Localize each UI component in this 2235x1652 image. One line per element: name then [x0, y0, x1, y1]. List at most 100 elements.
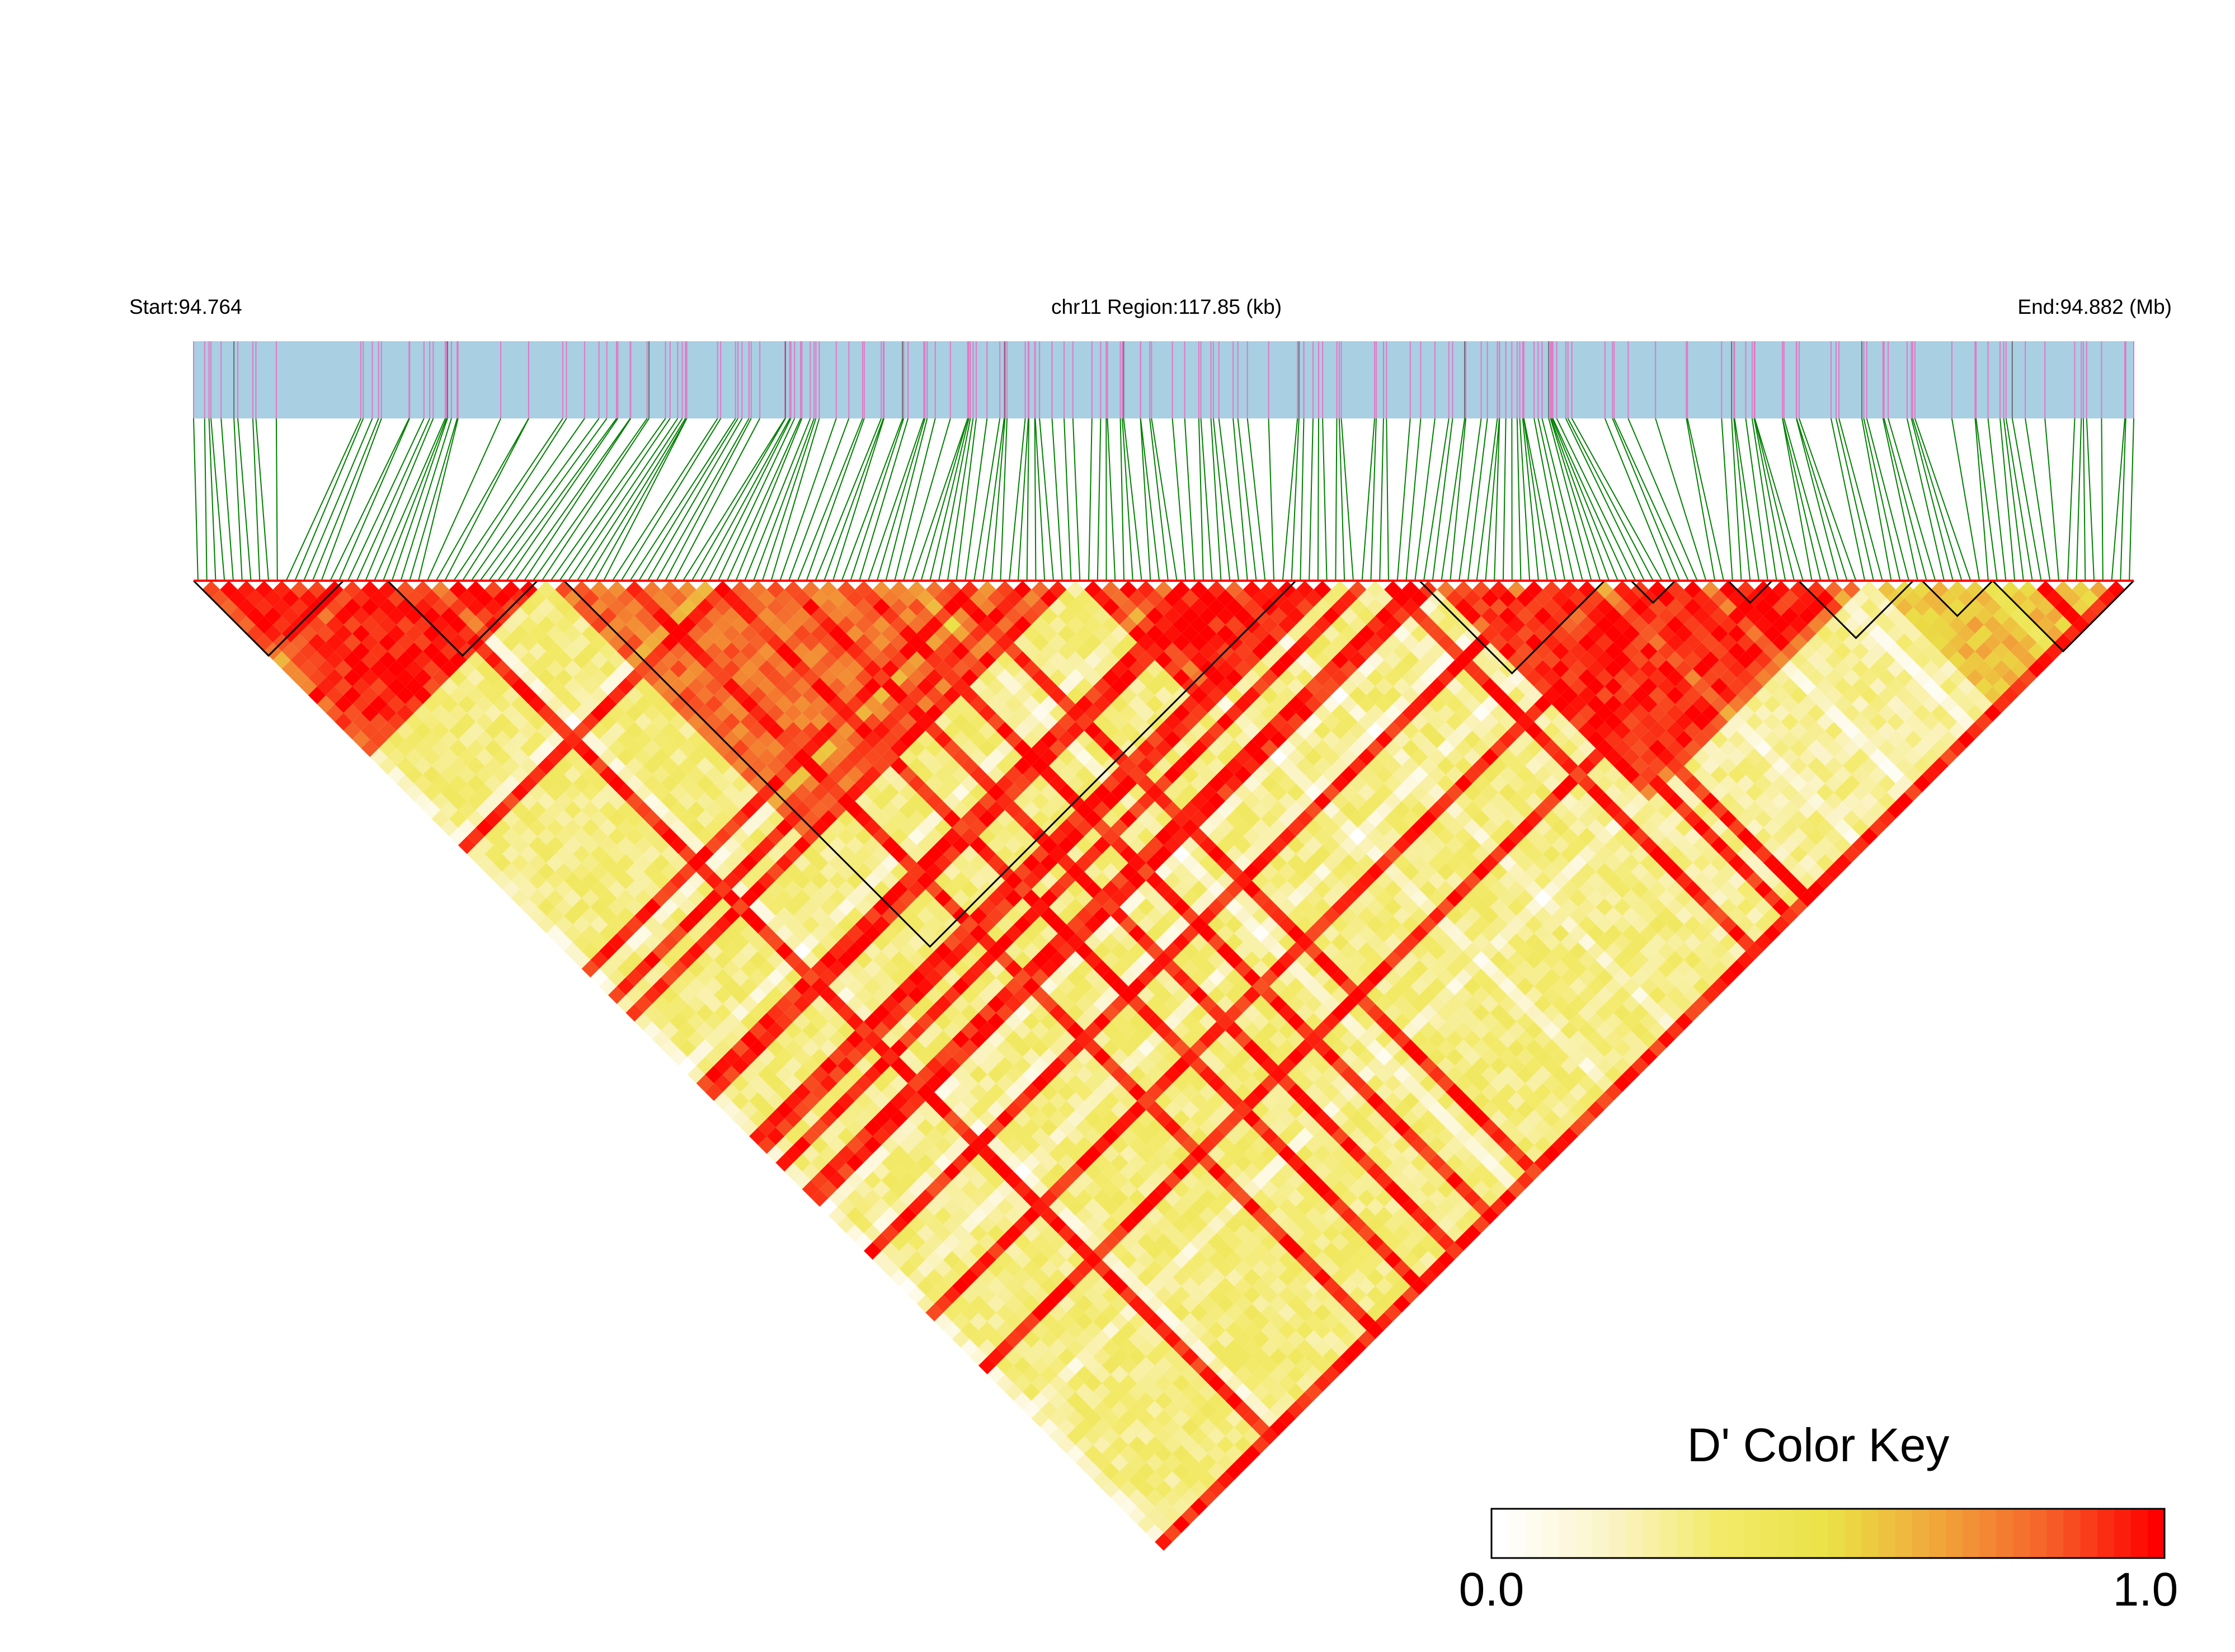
ld-cell	[467, 581, 485, 599]
ld-cell	[1014, 1145, 1032, 1163]
snp-connector-line	[1502, 418, 1507, 581]
ld-cell	[590, 757, 608, 775]
ld-cell	[352, 589, 370, 608]
ld-cell	[987, 1295, 1005, 1313]
snp-connector-line	[1796, 418, 1848, 581]
ld-cell	[255, 581, 273, 599]
ld-cell	[396, 616, 415, 634]
snp-connector-line	[338, 418, 411, 581]
ld-cell	[493, 589, 511, 608]
ld-cell	[537, 774, 556, 793]
snp-connector-line	[824, 418, 884, 581]
ld-cell	[1075, 1383, 1093, 1401]
ld-cell	[229, 589, 247, 608]
snp-connector-line	[303, 418, 373, 581]
ld-cell	[352, 624, 370, 643]
ld-cell	[890, 1004, 908, 1022]
ld-cell	[714, 898, 732, 916]
ld-cell	[476, 748, 493, 766]
ld-cell	[431, 704, 450, 722]
snp-connector-line	[1458, 418, 1482, 581]
ld-cell	[555, 739, 573, 757]
ld-cell	[564, 818, 582, 837]
ld-cell	[652, 959, 670, 978]
ld-cell	[1075, 1224, 1093, 1242]
ld-cell	[828, 1083, 846, 1102]
ld-cell	[714, 1074, 732, 1093]
snp-connector-line	[409, 418, 458, 581]
ld-cell	[987, 1277, 1005, 1295]
snp-connector-line	[964, 418, 988, 581]
region-end-label: End:94.882 (Mb)	[2017, 295, 2172, 318]
ld-cell	[1014, 1286, 1032, 1304]
snp-connector-line	[1340, 418, 1354, 581]
ld-cell	[564, 924, 582, 943]
snp-connector-line	[656, 418, 750, 581]
ld-cell	[476, 783, 493, 802]
snp-connector-line	[1795, 418, 1839, 581]
snp-connector-line	[1476, 418, 1498, 581]
snp-position-track	[193, 341, 2134, 418]
ld-cell	[890, 1057, 908, 1075]
ld-cell	[555, 809, 573, 828]
ld-cell	[1181, 1295, 1199, 1313]
ld-cell	[449, 827, 467, 845]
ld-cell	[493, 730, 511, 749]
ld-cell	[775, 959, 793, 978]
snp-connector-line	[2003, 418, 2024, 581]
snp-connector-line	[1906, 418, 1945, 581]
ld-cell	[476, 854, 493, 872]
ld-cell	[828, 1030, 846, 1048]
ld-cell	[679, 863, 697, 881]
ld-cell	[1040, 1418, 1058, 1437]
ld-cell	[811, 1136, 829, 1154]
snp-connector-line	[1911, 418, 1954, 581]
snp-connector-line	[1423, 418, 1450, 581]
ld-cell	[925, 1233, 943, 1251]
snp-connector-line	[435, 418, 529, 581]
snp-connector-line	[1951, 418, 1980, 581]
ld-cell	[1102, 1462, 1120, 1480]
snp-connector-line	[255, 418, 269, 581]
ld-cell	[590, 933, 608, 952]
ld-cell	[1128, 1453, 1146, 1472]
snp-connector-line	[1237, 418, 1257, 581]
snp-track-background	[194, 341, 2134, 418]
snp-connector-line	[1551, 418, 1618, 581]
ld-cell	[679, 968, 697, 987]
ld-cell	[925, 1127, 943, 1145]
snp-connector-line	[859, 418, 909, 581]
snp-connector-line	[418, 418, 459, 581]
snp-connector-line	[1370, 418, 1377, 581]
ld-cell	[493, 783, 511, 802]
snp-connector-line	[1268, 418, 1275, 581]
ld-cell	[1075, 1242, 1093, 1260]
ld-cell	[502, 616, 520, 634]
ld-cell	[352, 695, 370, 713]
snp-connector-line	[1686, 418, 1716, 581]
ld-cell	[740, 1083, 758, 1102]
ld-cell	[476, 642, 493, 660]
ld-cell	[652, 854, 670, 872]
ld-cell	[864, 1083, 882, 1102]
ld-heatmap-triangle	[202, 581, 2125, 1551]
snp-connector-line	[204, 418, 208, 581]
ld-cell	[802, 1022, 820, 1039]
ld-cell	[281, 589, 300, 608]
ld-cell	[617, 730, 635, 749]
ld-cell	[820, 1145, 837, 1163]
ld-cell	[1040, 1171, 1058, 1189]
snp-connector-line	[2005, 418, 2033, 581]
ld-cell	[449, 686, 467, 704]
snp-connector-line	[1751, 418, 1777, 581]
ld-cell	[802, 1057, 820, 1075]
ld-cell	[237, 598, 256, 616]
ld-cell	[714, 1039, 732, 1057]
ld-cell	[890, 1074, 908, 1093]
ld-cell	[1014, 1251, 1032, 1269]
ld-cell	[1181, 1330, 1199, 1348]
ld-cell	[414, 739, 432, 757]
snp-connector-line	[1655, 418, 1707, 581]
snp-connector-line	[726, 418, 801, 581]
snp-connector-line	[1912, 418, 1963, 581]
